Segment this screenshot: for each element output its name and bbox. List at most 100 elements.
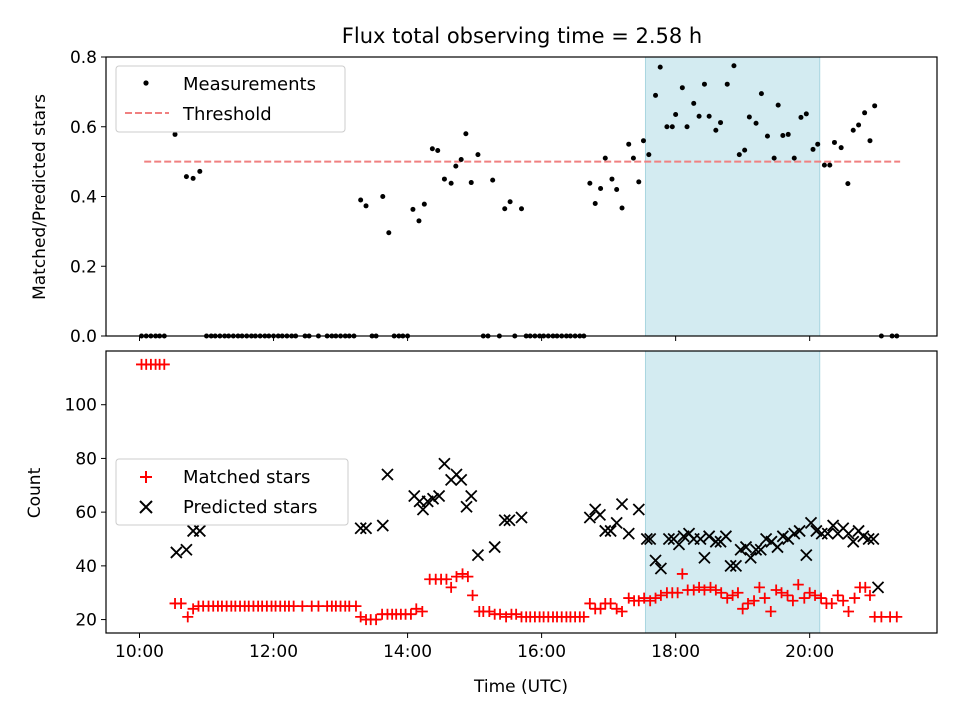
legend-matched-label: Matched stars: [183, 467, 310, 488]
top-highlight-span: [644, 56, 821, 337]
bottom-y-tick-label: 100: [65, 396, 97, 416]
predicted-star-point: [709, 535, 722, 548]
predicted-star-point: [180, 543, 193, 556]
matched-star-point: [182, 611, 194, 623]
matched-star-point: [688, 584, 700, 596]
bottom-y-tick-label: 40: [75, 557, 97, 577]
predicted-star-point: [749, 543, 763, 556]
matched-star-point: [370, 614, 382, 626]
bottom-legend-box: [115, 458, 349, 526]
predicted-star-point: [498, 514, 511, 527]
top-legend: Measurements Threshold: [115, 65, 346, 133]
measurement-point: [764, 133, 770, 139]
measurement-point: [380, 194, 386, 199]
measurement-point: [490, 177, 496, 183]
matched-star-point: [175, 597, 187, 609]
predicted-star-point: [426, 492, 440, 505]
predicted-star-point: [515, 511, 528, 524]
matched-star-point: [770, 584, 782, 596]
measurement-point: [679, 85, 685, 91]
measurement-point: [453, 163, 459, 169]
x-tick-label: 14:00: [383, 642, 432, 662]
matched-star-point: [891, 611, 903, 623]
measurement-point: [746, 114, 752, 120]
predicted-star-point: [455, 473, 468, 487]
predicted-star-point: [729, 559, 743, 572]
measurement-point: [821, 162, 827, 168]
measurement-point: [684, 124, 690, 130]
matched-star-point: [765, 606, 777, 618]
predicted-star-point: [719, 530, 733, 543]
measurement-point: [867, 138, 873, 144]
bottom-plot-frame: [105, 350, 938, 634]
measurement-point: [742, 147, 748, 153]
measurement-point: [872, 103, 878, 109]
matched-star-point: [584, 597, 596, 609]
predicted-star-point: [376, 519, 389, 532]
legend-predicted-marker: [139, 500, 153, 514]
measurement-point: [190, 175, 196, 181]
top-y-tick-label: 0.0: [70, 327, 97, 347]
predicted-star-point: [662, 532, 676, 546]
measurement-point: [831, 139, 837, 145]
legend-predicted-label: Predicted stars: [183, 497, 317, 518]
matched-star-point: [410, 603, 422, 615]
measurement-point: [856, 122, 862, 128]
measurement-point: [197, 168, 203, 174]
predicted-star-point: [193, 524, 206, 538]
top-y-tick-label: 0.6: [70, 118, 97, 138]
matched-star-point: [440, 573, 452, 585]
measurement-point: [619, 205, 625, 211]
matched-star-point: [864, 589, 876, 601]
predicted-star-point: [488, 540, 501, 554]
predicted-star-point: [724, 559, 737, 572]
matched-star-point: [737, 603, 749, 615]
predicted-star-point: [754, 543, 767, 556]
matched-star-point: [595, 603, 607, 615]
bottom-y-axis-label: Count: [25, 467, 45, 518]
measurement-point: [172, 131, 178, 137]
measurement-point: [718, 120, 724, 126]
predicted-star-point: [744, 551, 757, 564]
measurement-point: [669, 124, 675, 130]
matched-star-point: [715, 587, 727, 599]
predicted-star-point: [622, 527, 635, 540]
matched-star-point: [721, 592, 733, 604]
measurement-point: [731, 63, 737, 69]
matched-star-point: [467, 589, 479, 601]
predicted-star-point: [599, 524, 612, 538]
measurement-point: [845, 181, 851, 187]
predicted-star-point: [593, 508, 607, 521]
matched-star-point: [650, 592, 662, 604]
measurement-point: [475, 152, 481, 158]
matched-star-point: [837, 595, 849, 607]
predicted-star-point: [471, 548, 485, 562]
measurement-point: [850, 127, 856, 133]
predicted-star-point: [632, 503, 645, 516]
measurement-point: [410, 206, 416, 212]
chart-title: Flux total observing time = 2.58 h: [342, 24, 702, 48]
measurement-point: [758, 91, 764, 97]
predicted-star-point: [847, 535, 860, 548]
measurement-point: [780, 132, 786, 138]
measurement-point: [458, 157, 464, 163]
top-axes-layer: 0.0 0.2 0.4 0.6 0.8: [70, 48, 938, 347]
measurement-point: [724, 81, 730, 87]
matched-star-point: [633, 595, 645, 607]
measurement-point: [798, 114, 804, 120]
measurement-point: [713, 127, 719, 133]
measurement-point: [630, 155, 636, 161]
measurement-point: [421, 201, 427, 207]
matched-star-point: [405, 608, 417, 620]
measurement-point: [519, 206, 524, 212]
measurement-point: [706, 113, 712, 119]
predicted-star-point: [416, 503, 430, 516]
predicted-star-point: [640, 532, 653, 546]
predicted-star-point: [739, 540, 753, 554]
measurement-point: [183, 174, 189, 180]
matched-star-point: [776, 587, 788, 599]
measurement-point: [602, 155, 608, 161]
predicted-star-point: [583, 511, 596, 524]
matched-star-point: [676, 568, 688, 580]
measurement-point: [785, 131, 791, 137]
